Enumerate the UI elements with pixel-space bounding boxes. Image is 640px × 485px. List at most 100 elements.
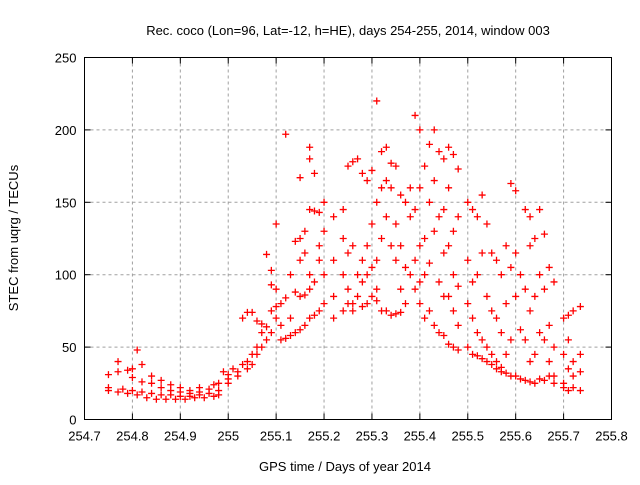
data-point	[354, 155, 362, 163]
data-point	[521, 285, 529, 293]
data-point	[425, 307, 433, 315]
data-point	[248, 360, 256, 368]
data-point	[368, 263, 376, 271]
data-point	[373, 97, 381, 105]
data-point	[488, 307, 496, 315]
data-point	[435, 213, 443, 221]
data-point	[473, 329, 481, 337]
data-point	[526, 307, 534, 315]
data-point	[200, 394, 208, 402]
data-point	[526, 378, 534, 386]
data-point	[507, 179, 515, 187]
x-tick-label: 255.8	[595, 429, 628, 444]
data-point	[162, 395, 170, 403]
data-point	[512, 249, 520, 257]
y-tick-label: 0	[69, 413, 76, 428]
data-point	[306, 206, 314, 214]
y-tick-label: 150	[55, 195, 77, 210]
data-point	[536, 329, 544, 337]
data-point	[440, 155, 448, 163]
data-point	[301, 227, 309, 235]
data-point	[349, 158, 357, 166]
data-point	[219, 368, 227, 376]
data-point	[516, 326, 524, 334]
data-point	[526, 242, 534, 250]
x-tick-label: 254.8	[116, 429, 149, 444]
y-tick-label: 250	[55, 51, 77, 66]
data-point	[445, 184, 453, 192]
data-point	[363, 300, 371, 308]
data-point	[411, 111, 419, 119]
data-point	[411, 285, 419, 293]
data-point	[464, 198, 472, 206]
data-point	[320, 300, 328, 308]
data-point	[382, 307, 390, 315]
data-point	[373, 285, 381, 293]
data-point	[545, 321, 553, 329]
data-point	[349, 300, 357, 308]
data-point	[267, 307, 275, 315]
data-point	[445, 242, 453, 250]
data-point	[397, 191, 405, 199]
data-point	[569, 307, 577, 315]
data-point	[243, 365, 251, 373]
data-point	[253, 350, 261, 358]
data-point	[497, 368, 505, 376]
data-point	[502, 369, 510, 377]
y-tick-label: 200	[55, 123, 77, 138]
data-point	[473, 271, 481, 279]
data-point	[440, 206, 448, 214]
data-point	[301, 321, 309, 329]
data-point	[267, 281, 275, 289]
data-point	[172, 395, 180, 403]
data-point	[157, 391, 165, 399]
data-point	[430, 177, 438, 185]
x-tick-label: 255	[217, 429, 239, 444]
data-point	[483, 220, 491, 228]
data-point	[493, 358, 501, 366]
data-point	[397, 242, 405, 250]
data-point	[430, 321, 438, 329]
data-point	[306, 155, 314, 163]
y-axis-label: STEC from uqrg / TECUs	[6, 164, 21, 311]
data-point	[569, 384, 577, 392]
data-point	[210, 381, 218, 389]
data-point	[449, 227, 457, 235]
data-point	[205, 385, 213, 393]
data-point	[478, 249, 486, 257]
data-point	[469, 278, 477, 286]
x-tick-label: 255.6	[499, 429, 532, 444]
data-point	[119, 385, 127, 393]
data-point	[378, 184, 386, 192]
data-point	[128, 374, 136, 382]
data-point	[473, 213, 481, 221]
data-point	[181, 395, 189, 403]
data-point	[569, 372, 577, 380]
data-point	[310, 207, 318, 215]
data-point	[536, 271, 544, 279]
data-point	[124, 366, 132, 374]
data-point	[435, 329, 443, 337]
data-point	[545, 263, 553, 271]
data-point	[392, 220, 400, 228]
data-point	[114, 358, 122, 366]
data-point	[368, 292, 376, 300]
data-point	[536, 375, 544, 383]
grid	[84, 57, 612, 420]
data-point	[531, 379, 539, 387]
data-point	[296, 174, 304, 182]
data-point	[469, 314, 477, 322]
data-point	[516, 271, 524, 279]
data-point	[387, 159, 395, 167]
data-point	[512, 187, 520, 195]
data-point	[526, 213, 534, 221]
data-point	[128, 365, 136, 373]
data-point	[344, 162, 352, 170]
data-point	[540, 336, 548, 344]
data-point	[421, 235, 429, 242]
data-point	[493, 365, 501, 373]
data-point	[416, 126, 424, 134]
data-point	[339, 307, 347, 315]
data-point	[277, 321, 285, 329]
data-point	[378, 235, 386, 242]
